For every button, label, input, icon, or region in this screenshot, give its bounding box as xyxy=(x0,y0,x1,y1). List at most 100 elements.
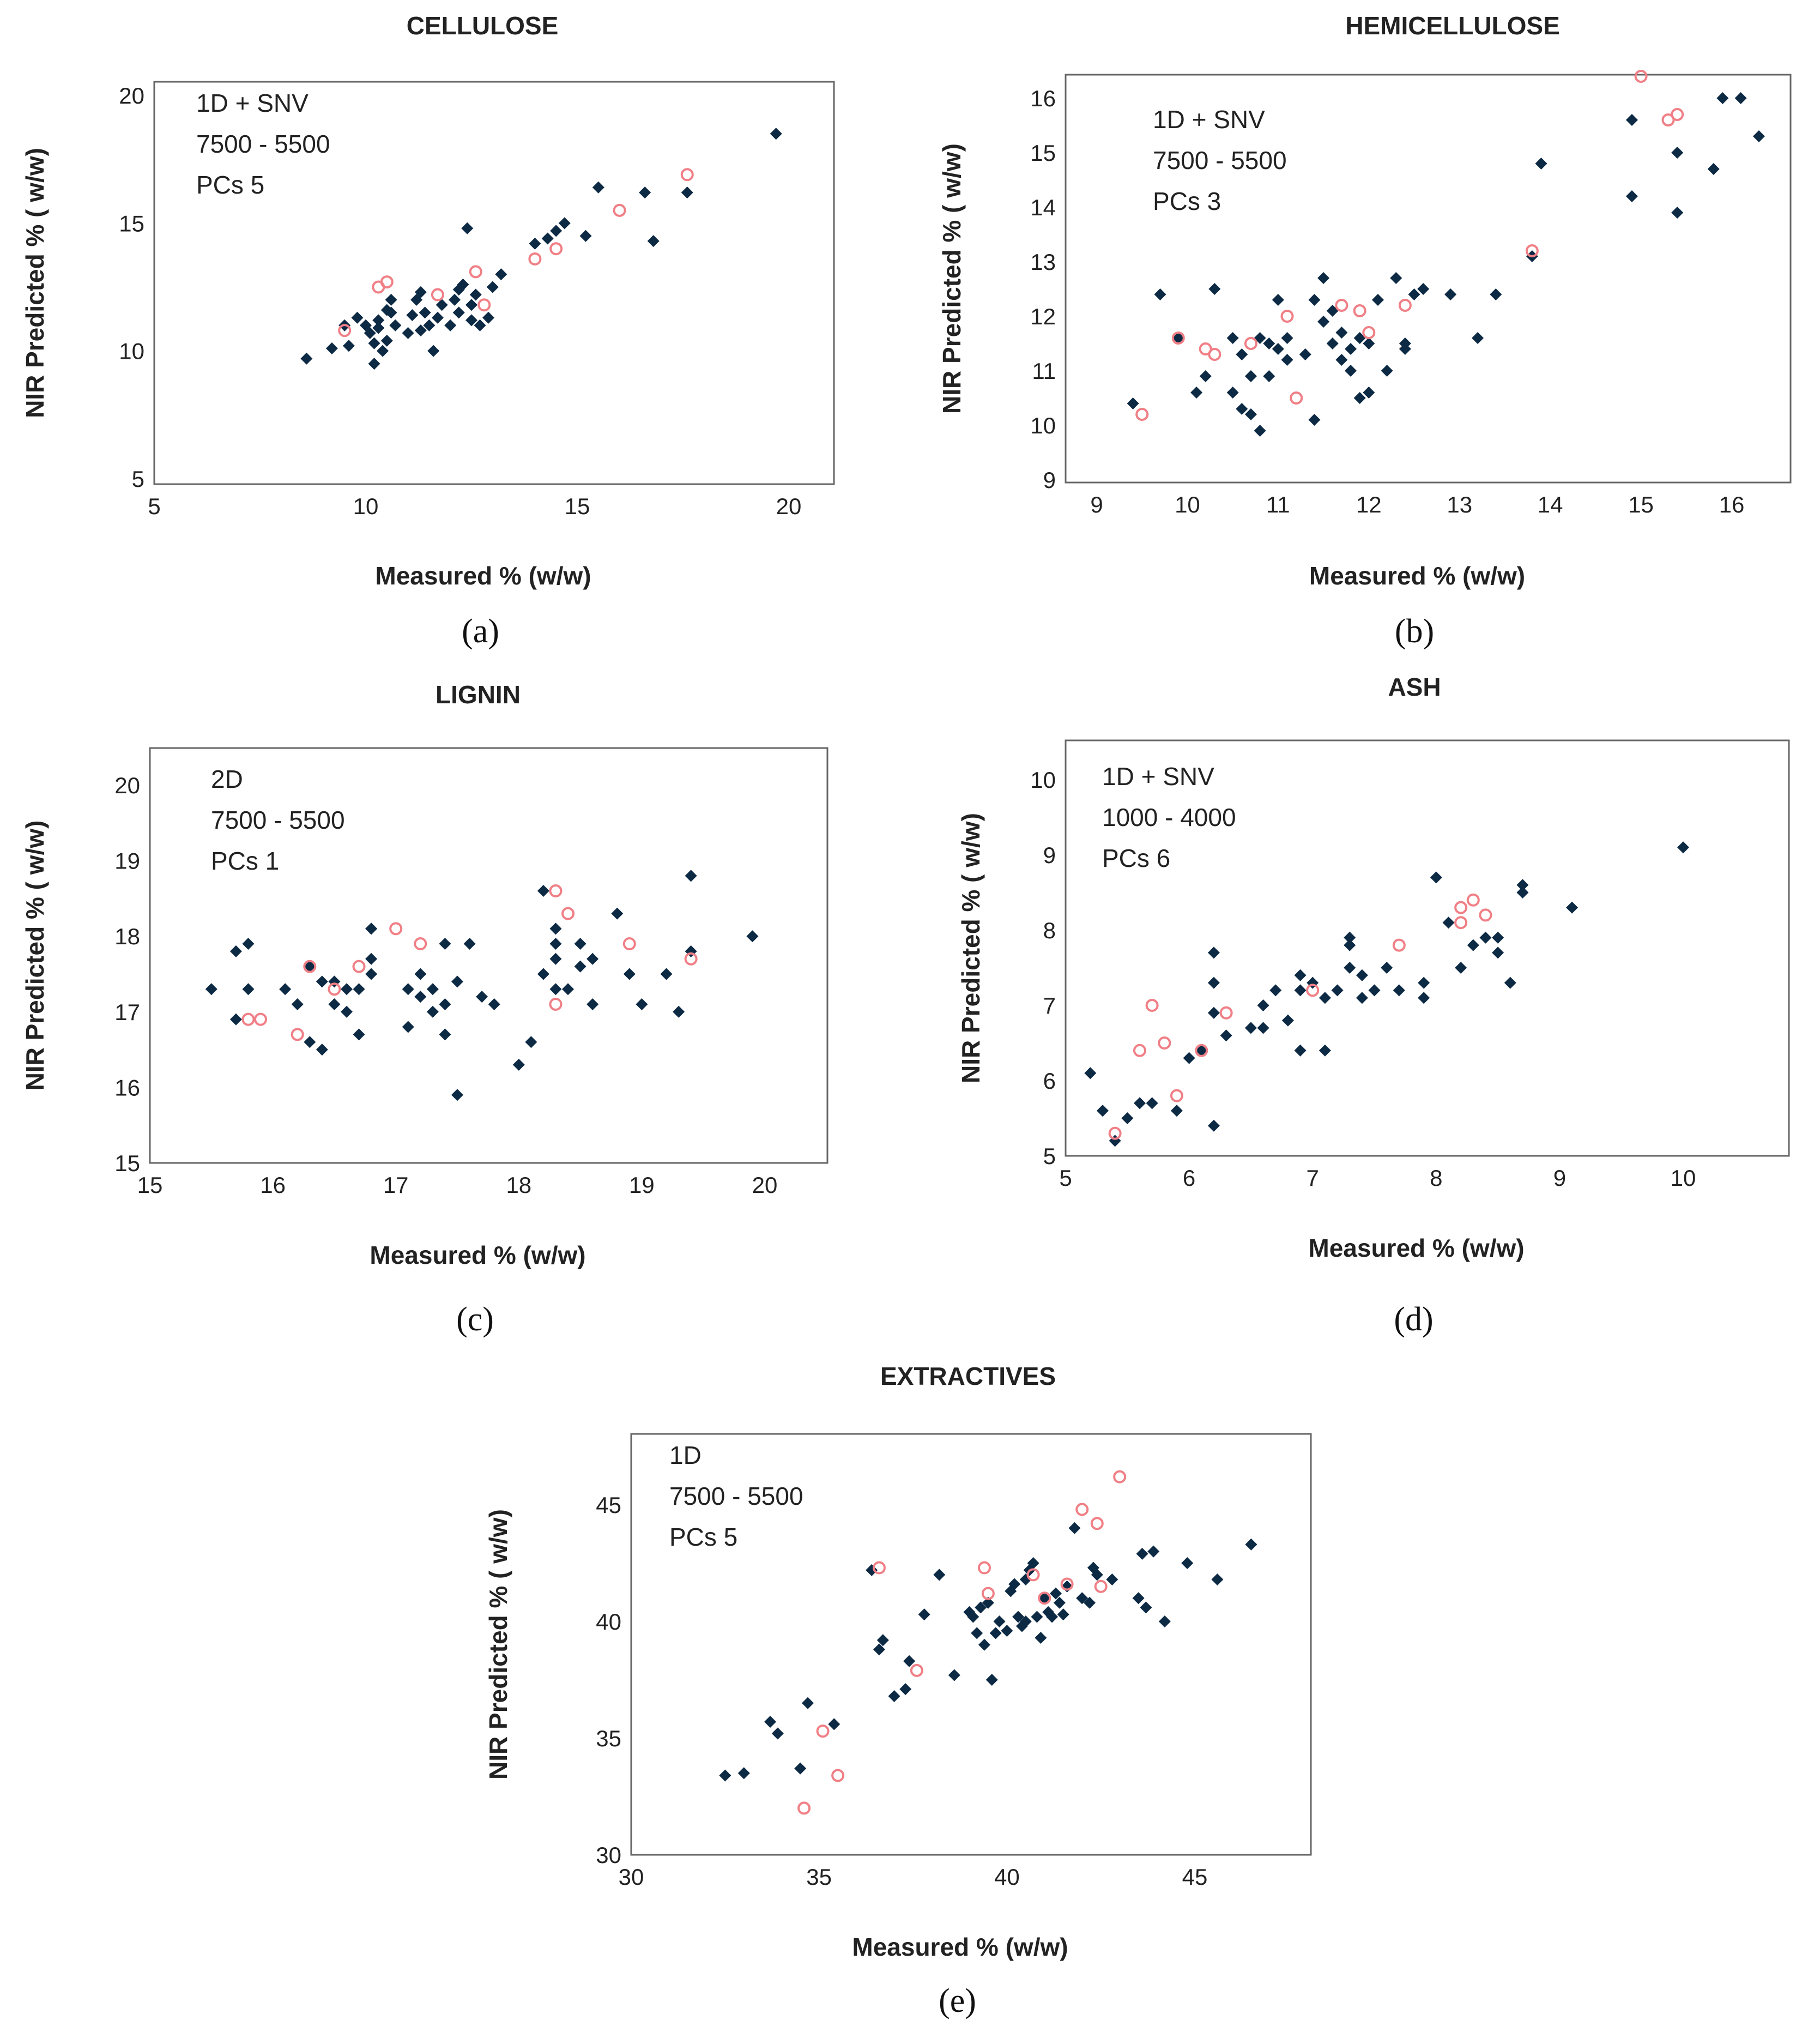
y-tick-label: 10 xyxy=(1030,413,1056,438)
calibration-point xyxy=(1236,403,1248,415)
x-tick-label: 20 xyxy=(752,1172,778,1198)
calibration-point xyxy=(474,319,486,331)
calibration-point xyxy=(623,968,636,980)
plot-frame xyxy=(153,81,835,485)
calibration-point xyxy=(353,1028,365,1041)
y-tick-label: 35 xyxy=(596,1726,621,1751)
chart-extractives: EXTRACTIVES 30 35 40 45 30 35 40 45 Measured % (w… xyxy=(484,1362,1312,2019)
calibration-point xyxy=(385,293,397,306)
validation-point xyxy=(1244,337,1257,350)
y-tick-label: 20 xyxy=(114,773,140,798)
validation-point xyxy=(981,1587,995,1600)
annotation-line: 1D xyxy=(669,1441,702,1469)
validation-point xyxy=(1398,299,1412,312)
calibration-point xyxy=(549,983,562,996)
x-tick-label: 6 xyxy=(1183,1165,1195,1191)
panel-label: (b) xyxy=(1395,613,1434,650)
calibration-point xyxy=(537,968,549,980)
calibration-point xyxy=(1363,387,1375,399)
calibration-point xyxy=(365,922,378,935)
validation-point xyxy=(380,275,394,289)
calibration-point xyxy=(1393,984,1405,997)
annotation-line: PCs 5 xyxy=(196,171,264,199)
calibration-point xyxy=(1170,1105,1183,1117)
validation-point xyxy=(389,922,403,936)
calibration-point xyxy=(888,1690,900,1702)
calibration-point xyxy=(873,1643,885,1656)
x-tick-label: 14 xyxy=(1538,492,1563,517)
calibration-point xyxy=(1208,283,1221,295)
x-tick-label: 15 xyxy=(137,1172,163,1198)
calibration-point xyxy=(427,345,440,357)
calibration-point xyxy=(1038,1592,1051,1605)
calibration-point xyxy=(342,340,355,352)
calibration-point xyxy=(451,975,463,988)
calibration-point xyxy=(1106,1573,1118,1585)
calibration-point xyxy=(1220,1029,1232,1042)
calibration-point xyxy=(1057,1608,1069,1621)
calibration-point xyxy=(660,968,673,980)
x-axis-label: Measured % (w/w) xyxy=(1309,562,1525,590)
x-tick-label: 12 xyxy=(1356,492,1382,517)
calibration-point xyxy=(1381,365,1393,377)
validation-point xyxy=(1090,1517,1104,1530)
calibration-point xyxy=(1353,332,1366,344)
x-tick-label: 15 xyxy=(565,493,590,519)
calibration-point xyxy=(586,952,599,965)
calibration-point xyxy=(771,1727,784,1740)
calibration-point xyxy=(402,1021,414,1033)
x-tick-label: 5 xyxy=(148,493,160,519)
calibration-point xyxy=(316,1044,328,1056)
validation-point xyxy=(528,252,542,266)
y-tick-label: 15 xyxy=(119,210,144,236)
calibration-point xyxy=(463,938,476,950)
calibration-point xyxy=(377,345,389,357)
x-tick-label: 11 xyxy=(1266,492,1290,517)
calibration-point xyxy=(431,311,444,324)
validation-point xyxy=(1108,1126,1122,1140)
validation-point xyxy=(1290,391,1303,405)
chart-title: ASH xyxy=(1388,673,1441,701)
calibration-point xyxy=(419,306,431,319)
calibration-point xyxy=(1244,408,1257,420)
calibration-point xyxy=(1046,1611,1059,1623)
calibration-point xyxy=(746,930,759,943)
x-tick-label: 16 xyxy=(1719,492,1745,517)
annotation-line: PCs 6 xyxy=(1102,844,1170,872)
calibration-point xyxy=(1319,992,1331,1004)
calibration-point xyxy=(439,998,451,1010)
calibration-point xyxy=(1734,92,1747,104)
calibration-point xyxy=(1226,387,1239,399)
x-tick-label: 10 xyxy=(1671,1165,1696,1191)
calibration-point xyxy=(426,1005,439,1018)
validation-point xyxy=(797,1801,811,1815)
validation-point xyxy=(1219,1006,1233,1020)
calibration-point xyxy=(1455,962,1467,974)
annotation-line: 1000 - 4000 xyxy=(1102,803,1236,831)
calibration-point xyxy=(402,327,414,339)
calibration-point xyxy=(1356,992,1368,1004)
x-tick-label: 18 xyxy=(506,1172,531,1198)
calibration-point xyxy=(1331,984,1344,997)
calibration-point xyxy=(647,235,660,248)
chart-lignin: LIGNIN 15 16 17 18 19 20 15 16 17 18 19 20 Measured %… xyxy=(21,680,829,1338)
x-tick-label: 8 xyxy=(1430,1165,1442,1191)
calibration-point xyxy=(304,1036,316,1048)
calibration-point xyxy=(529,237,541,250)
validation-point xyxy=(1525,244,1539,257)
y-tick-label: 14 xyxy=(1030,195,1056,220)
annotation-line: 1D + SNV xyxy=(196,89,309,117)
calibration-point xyxy=(1752,130,1765,142)
calibration-point xyxy=(439,938,451,950)
chart-title: LIGNIN xyxy=(436,680,521,709)
calibration-point xyxy=(866,1564,878,1576)
calibration-point xyxy=(436,299,448,311)
x-tick-label: 15 xyxy=(1628,492,1654,517)
calibration-point xyxy=(1272,343,1284,355)
validation-point xyxy=(1195,1044,1208,1057)
calibration-point xyxy=(1335,327,1348,339)
validation-point xyxy=(328,982,341,996)
calibration-point xyxy=(1008,1578,1021,1590)
chart-title: EXTRACTIVES xyxy=(880,1362,1056,1390)
calibration-point xyxy=(242,983,255,996)
